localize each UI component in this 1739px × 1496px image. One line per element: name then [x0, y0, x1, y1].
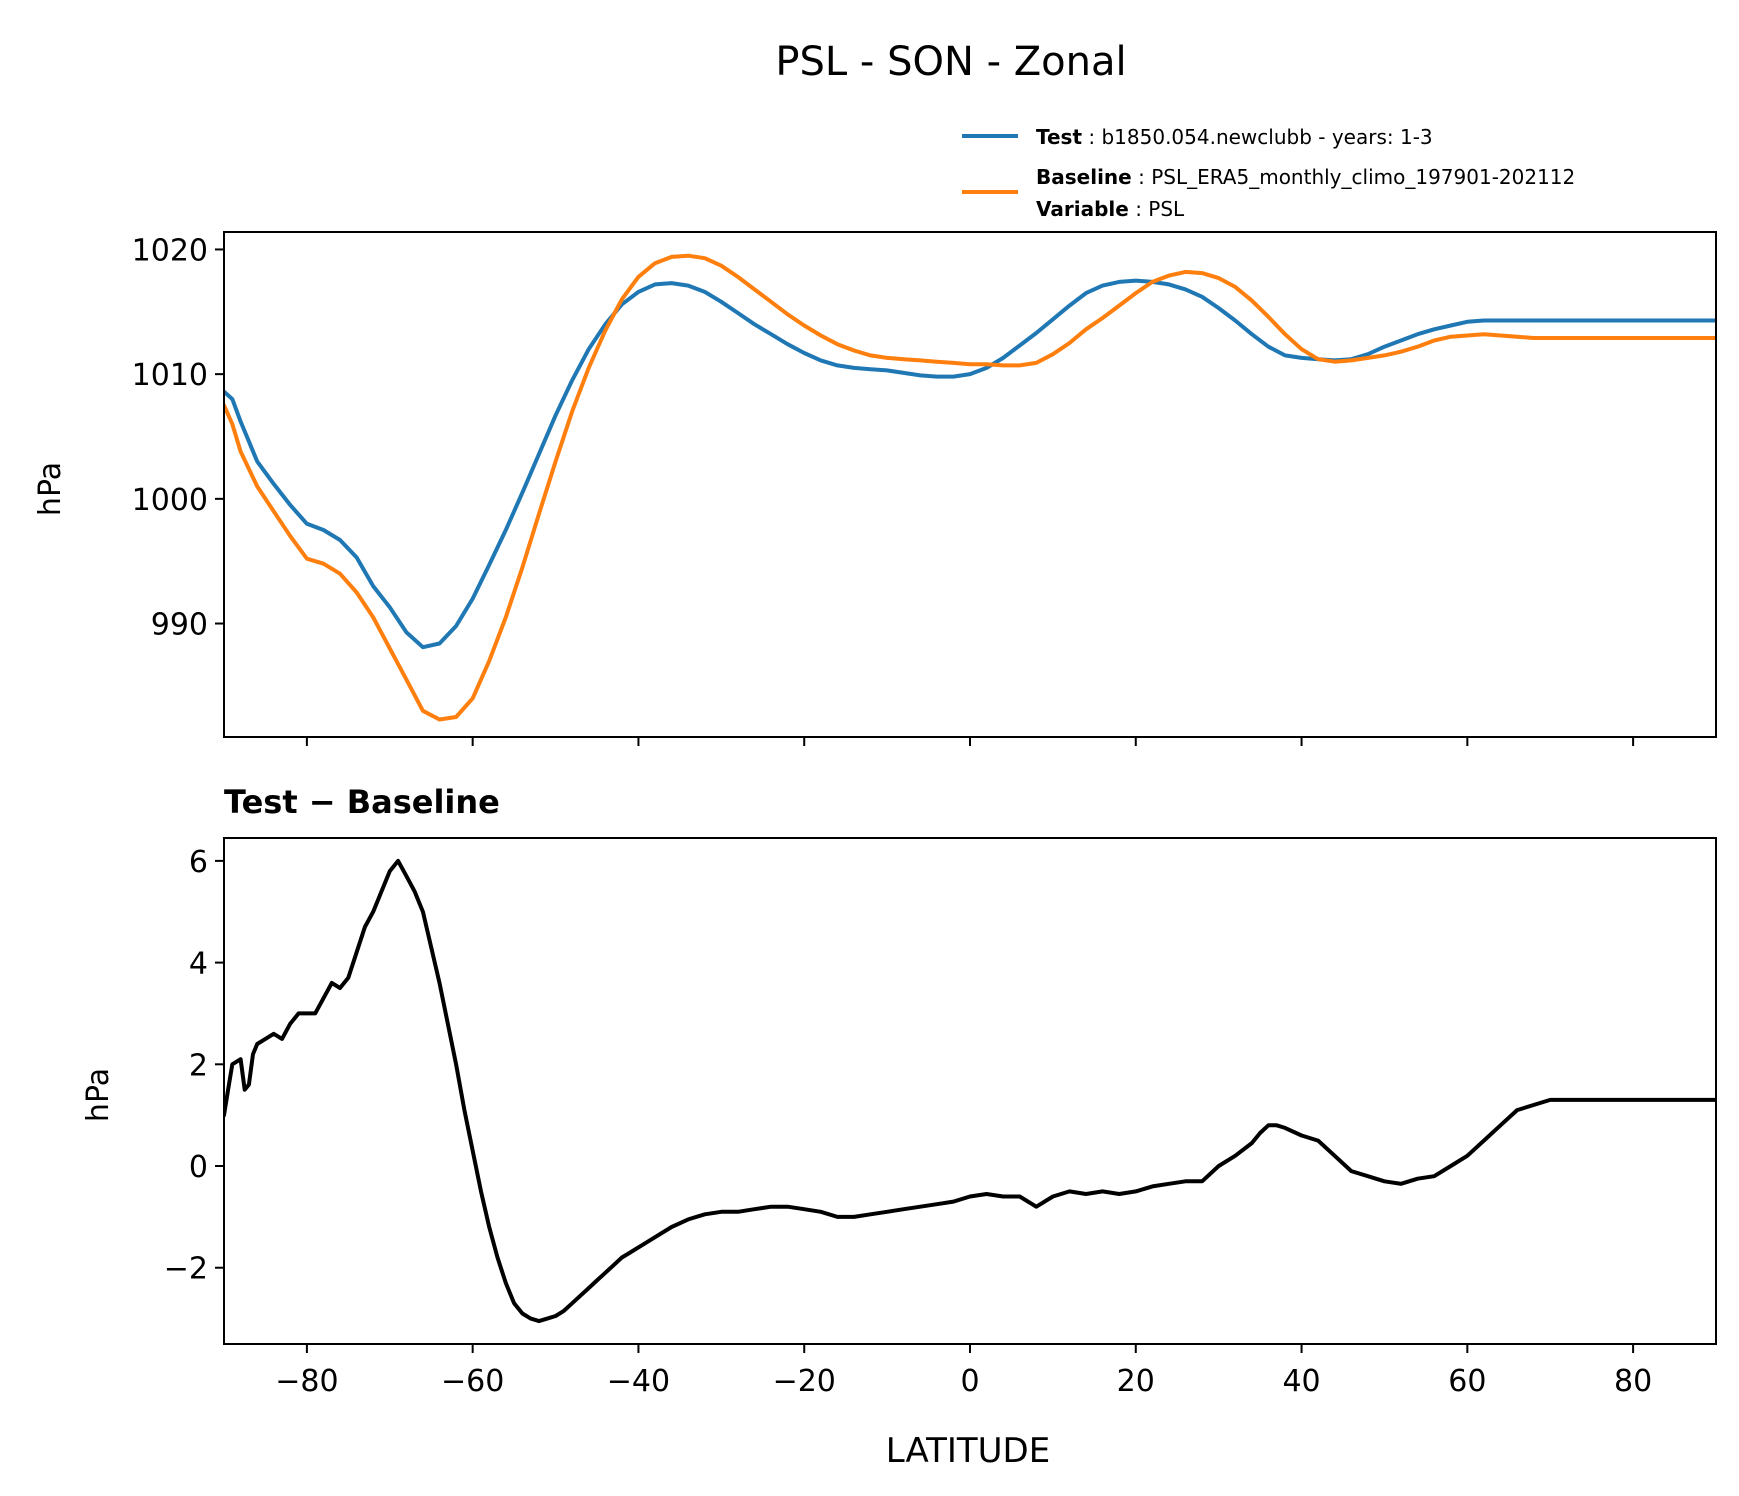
top-axes-frame [223, 231, 1717, 738]
bottom-xtick-label: −40 [607, 1364, 670, 1399]
x-axis-label: LATITUDE [886, 1431, 1050, 1471]
legend-variable-entry: Variable : PSL [1036, 197, 1185, 221]
top-ytick-label: 1020 [132, 233, 208, 268]
bottom-xtick-label: −20 [773, 1364, 836, 1399]
bottom-ytick-label: 2 [189, 1048, 208, 1083]
bottom-ytick-label: 4 [189, 947, 208, 982]
bottom-ylabel: hPa [81, 1068, 116, 1122]
top-ylabel: hPa [33, 462, 68, 516]
bottom-xtick-label: −60 [441, 1364, 504, 1399]
top-ytick-label: 990 [151, 608, 208, 643]
bottom-xtick-label: 80 [1614, 1364, 1652, 1399]
figure-title: PSL - SON - Zonal [775, 39, 1126, 85]
bottom-xtick-label: 60 [1448, 1364, 1486, 1399]
bottom-xtick-label: 40 [1282, 1364, 1320, 1399]
diff-panel-title: Test − Baseline [224, 783, 500, 821]
top-series-line-baseline [224, 253, 1716, 722]
legend-baseline-entry: Baseline : PSL_ERA5_monthly_climo_197901… [1036, 165, 1575, 189]
top-series-line-test [224, 278, 1716, 650]
bottom-ytick-label: −2 [164, 1252, 208, 1287]
bottom-xtick-label: 0 [960, 1364, 979, 1399]
bottom-ytick-label: 6 [189, 845, 208, 880]
top-ytick-label: 1010 [132, 358, 208, 393]
bottom-series-line-test-baseline [224, 858, 1716, 1324]
bottom-axes-frame [223, 837, 1717, 1345]
legend-test-entry: Test : b1850.054.newclubb - years: 1-3 [1036, 125, 1433, 149]
bottom-xtick-label: −80 [275, 1364, 338, 1399]
psl-zonal-panel: hPa 990 1000 1010 1020 [33, 231, 1717, 746]
top-ytick-label: 1000 [132, 483, 208, 518]
bottom-xtick-label: 20 [1117, 1364, 1155, 1399]
bottom-ytick-label: 0 [189, 1150, 208, 1185]
legend: Test : b1850.054.newclubb - years: 1-3 B… [962, 125, 1575, 221]
